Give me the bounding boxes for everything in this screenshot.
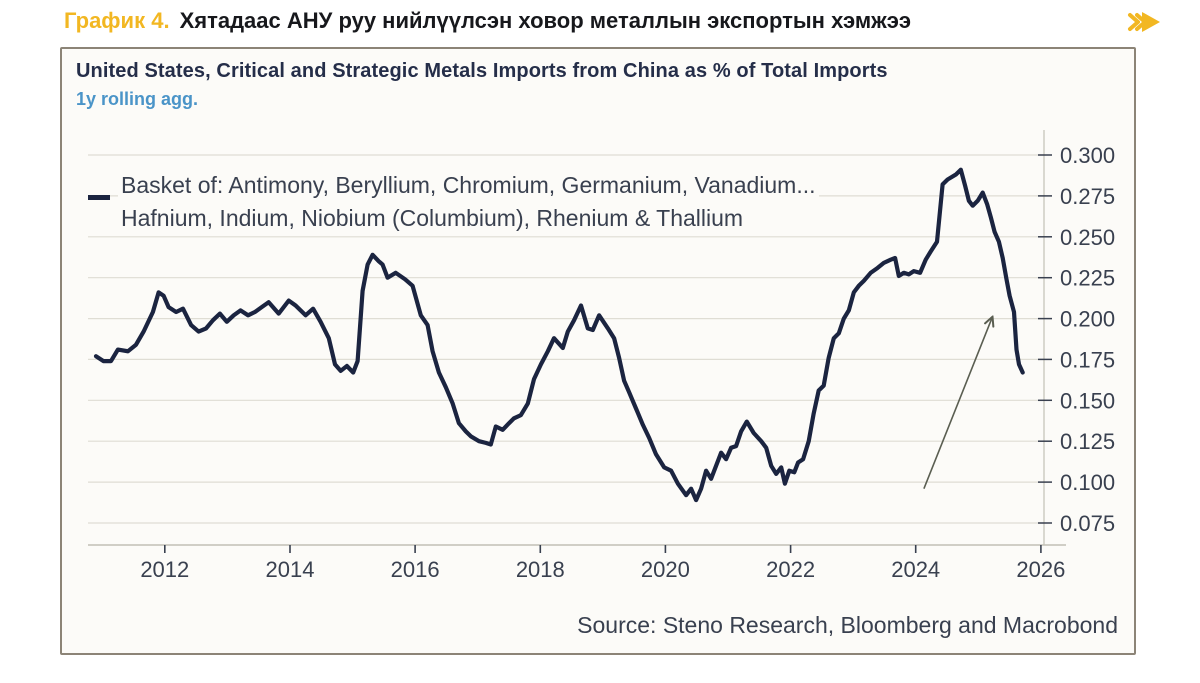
svg-text:0.250: 0.250 xyxy=(1060,225,1115,250)
legend-line-marker xyxy=(88,195,110,200)
svg-text:2022: 2022 xyxy=(766,557,815,582)
axes xyxy=(88,130,1066,546)
fast-forward-icon xyxy=(1126,10,1162,34)
svg-text:0.075: 0.075 xyxy=(1060,511,1115,536)
data-line xyxy=(93,167,1025,503)
svg-text:0.125: 0.125 xyxy=(1060,429,1115,454)
chart-title: United States, Critical and Strategic Me… xyxy=(76,60,888,82)
chart-card: United States, Critical and Strategic Me… xyxy=(60,47,1136,655)
chart-legend: Basket of: Antimony, Beryllium, Chromium… xyxy=(88,169,819,235)
fast-forward-icon-svg xyxy=(1128,12,1160,32)
y-axis-labels: 0.075 0.100 0.125 0.150 0.175 0.200 0.225 0.250… xyxy=(1038,143,1115,536)
svg-text:2016: 2016 xyxy=(391,557,440,582)
svg-text:0.275: 0.275 xyxy=(1060,184,1115,209)
svg-text:0.150: 0.150 xyxy=(1060,388,1115,413)
figure-title: Хятадаас АНУ руу нийлүүлсэн ховор металл… xyxy=(179,8,912,33)
svg-text:2012: 2012 xyxy=(140,557,189,582)
svg-text:0.100: 0.100 xyxy=(1060,470,1115,495)
svg-text:2026: 2026 xyxy=(1016,557,1065,582)
trend-arrow xyxy=(923,318,992,489)
legend-text: Basket of: Antimony, Beryllium, Chromium… xyxy=(118,169,819,235)
figure-number: График 4. xyxy=(64,8,170,33)
svg-text:2018: 2018 xyxy=(516,557,565,582)
chart-subtitle: 1y rolling agg. xyxy=(76,89,199,109)
svg-text:0.175: 0.175 xyxy=(1060,347,1115,372)
legend-text-line1: Basket of: Antimony, Beryllium, Chromium… xyxy=(118,169,819,202)
svg-text:2020: 2020 xyxy=(641,557,690,582)
svg-text:0.200: 0.200 xyxy=(1060,307,1115,332)
svg-text:0.300: 0.300 xyxy=(1060,143,1115,168)
line-chart: 0.075 0.100 0.125 0.150 0.175 0.200 0.225 0.250… xyxy=(88,130,1115,582)
svg-text:2014: 2014 xyxy=(266,557,315,582)
x-axis-labels: 2012 2014 2016 2018 2020 2022 2024 2026 xyxy=(140,545,1065,582)
source-attribution: Source: Steno Research, Bloomberg and Ma… xyxy=(577,612,1118,638)
svg-text:2024: 2024 xyxy=(891,557,940,582)
svg-text:0.225: 0.225 xyxy=(1060,266,1115,291)
legend-text-line2: Hafnium, Indium, Niobium (Columbium), Rh… xyxy=(118,202,747,235)
figure-header: График 4. Хятадаас АНУ руу нийлүүлсэн хов… xyxy=(64,8,911,34)
